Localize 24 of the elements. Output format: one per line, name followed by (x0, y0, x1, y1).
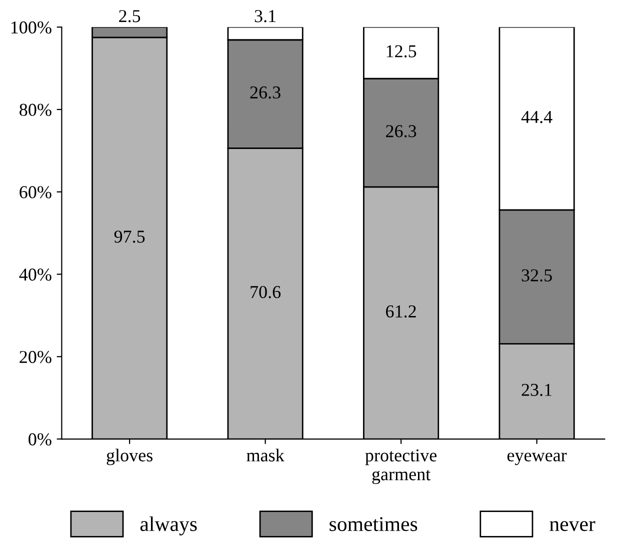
y-tick-label: 60% (20, 186, 52, 198)
data-label: 44.4 (521, 111, 552, 124)
data-label: 23.1 (522, 384, 552, 396)
x-tick-label: protective garment (365, 449, 437, 484)
legend-label: sometimes (330, 517, 418, 532)
data-label: 70.6 (250, 286, 281, 298)
data-label: 12.5 (386, 45, 416, 58)
data-label: 32.5 (522, 269, 552, 282)
legend-label: never (550, 521, 596, 532)
data-label: 26.3 (386, 125, 416, 138)
data-label: 2.5 (119, 10, 140, 22)
x-tick-label: gloves (106, 448, 152, 466)
data-label: 3.1 (254, 10, 276, 22)
data-label: 26.3 (250, 86, 280, 99)
x-tick-label: eyewear (507, 452, 567, 466)
data-label: 97.5 (114, 230, 145, 243)
y-tick-label: 40% (19, 268, 52, 281)
y-tick-label: 0% (28, 433, 52, 446)
y-tick-label: 80% (20, 104, 52, 116)
y-tick-label: 20% (20, 350, 52, 364)
data-label: 61.2 (386, 305, 416, 318)
x-tick-label: mask (246, 448, 284, 462)
y-tick-label: 100% (11, 21, 52, 34)
legend-label: always (140, 516, 197, 536)
